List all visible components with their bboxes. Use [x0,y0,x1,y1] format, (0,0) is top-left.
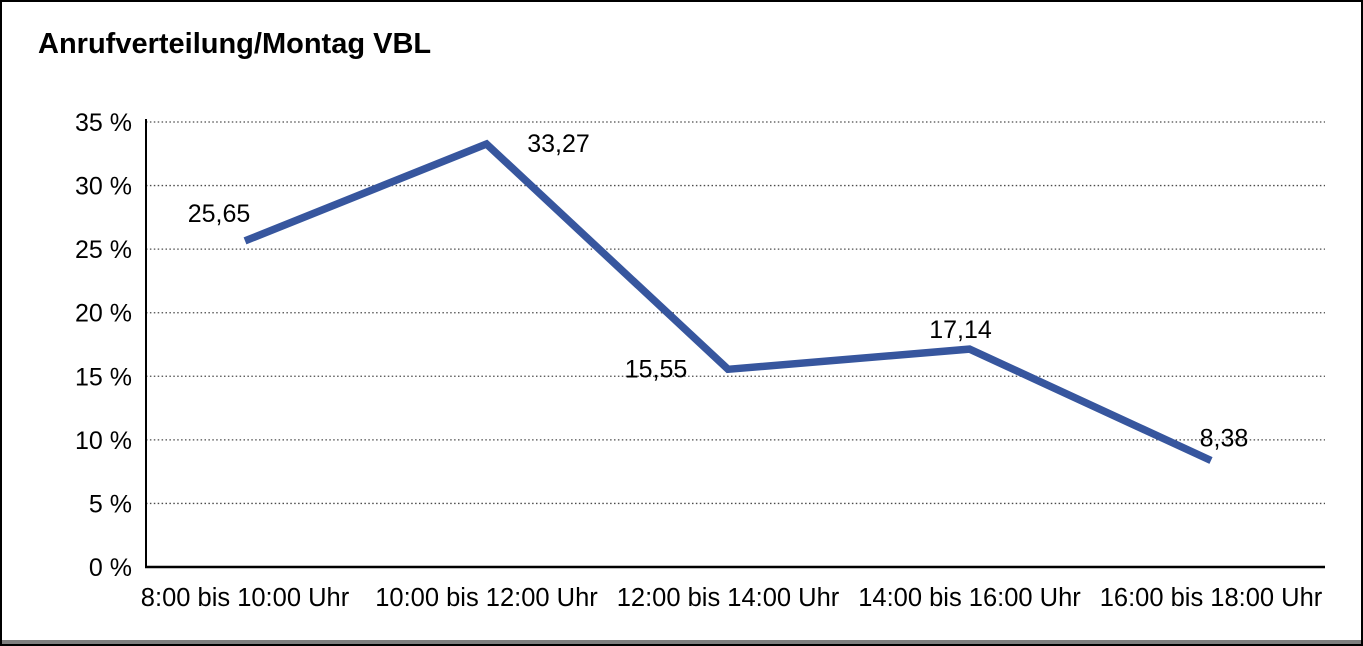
data-label: 33,27 [527,130,590,158]
data-label: 8,38 [1200,424,1249,452]
axes [145,119,1325,569]
y-axis-tick-labels: 0 % 5 % 10 % 15 % 20 % 25 % 30 % 35 % [75,109,132,582]
data-label: 17,14 [929,316,992,344]
y-tick-label: 15 % [75,363,132,391]
y-tick-label: 5 % [89,490,132,518]
y-tick-label: 10 % [75,427,132,455]
x-axis-label: 10:00 bis 12:00 Uhr [375,584,598,612]
x-axis-category-labels: 8:00 bis 10:00 Uhr 10:00 bis 12:00 Uhr 12:… [141,584,1323,612]
x-axis-label: 14:00 bis 16:00 Uhr [858,584,1081,612]
data-label: 25,65 [188,200,251,228]
data-series [243,139,1213,464]
gridlines [146,121,1325,505]
series-line [243,139,1213,464]
y-tick-label: 25 % [75,236,132,264]
data-point-labels: 25,65 33,27 15,55 17,14 8,38 [188,130,1249,452]
x-axis-label: 8:00 bis 10:00 Uhr [141,584,350,612]
y-tick-label: 35 % [75,109,132,137]
y-tick-label: 30 % [75,173,132,201]
chart-title: Anrufverteilung/Montag VBL [38,28,432,60]
x-axis-label: 12:00 bis 14:00 Uhr [617,584,840,612]
bottom-edge-shadow [2,640,1361,644]
data-label: 15,55 [625,355,688,383]
y-tick-label: 20 % [75,300,132,328]
x-axis-label: 16:00 bis 18:00 Uhr [1100,584,1323,612]
y-tick-label: 0 % [89,554,132,582]
